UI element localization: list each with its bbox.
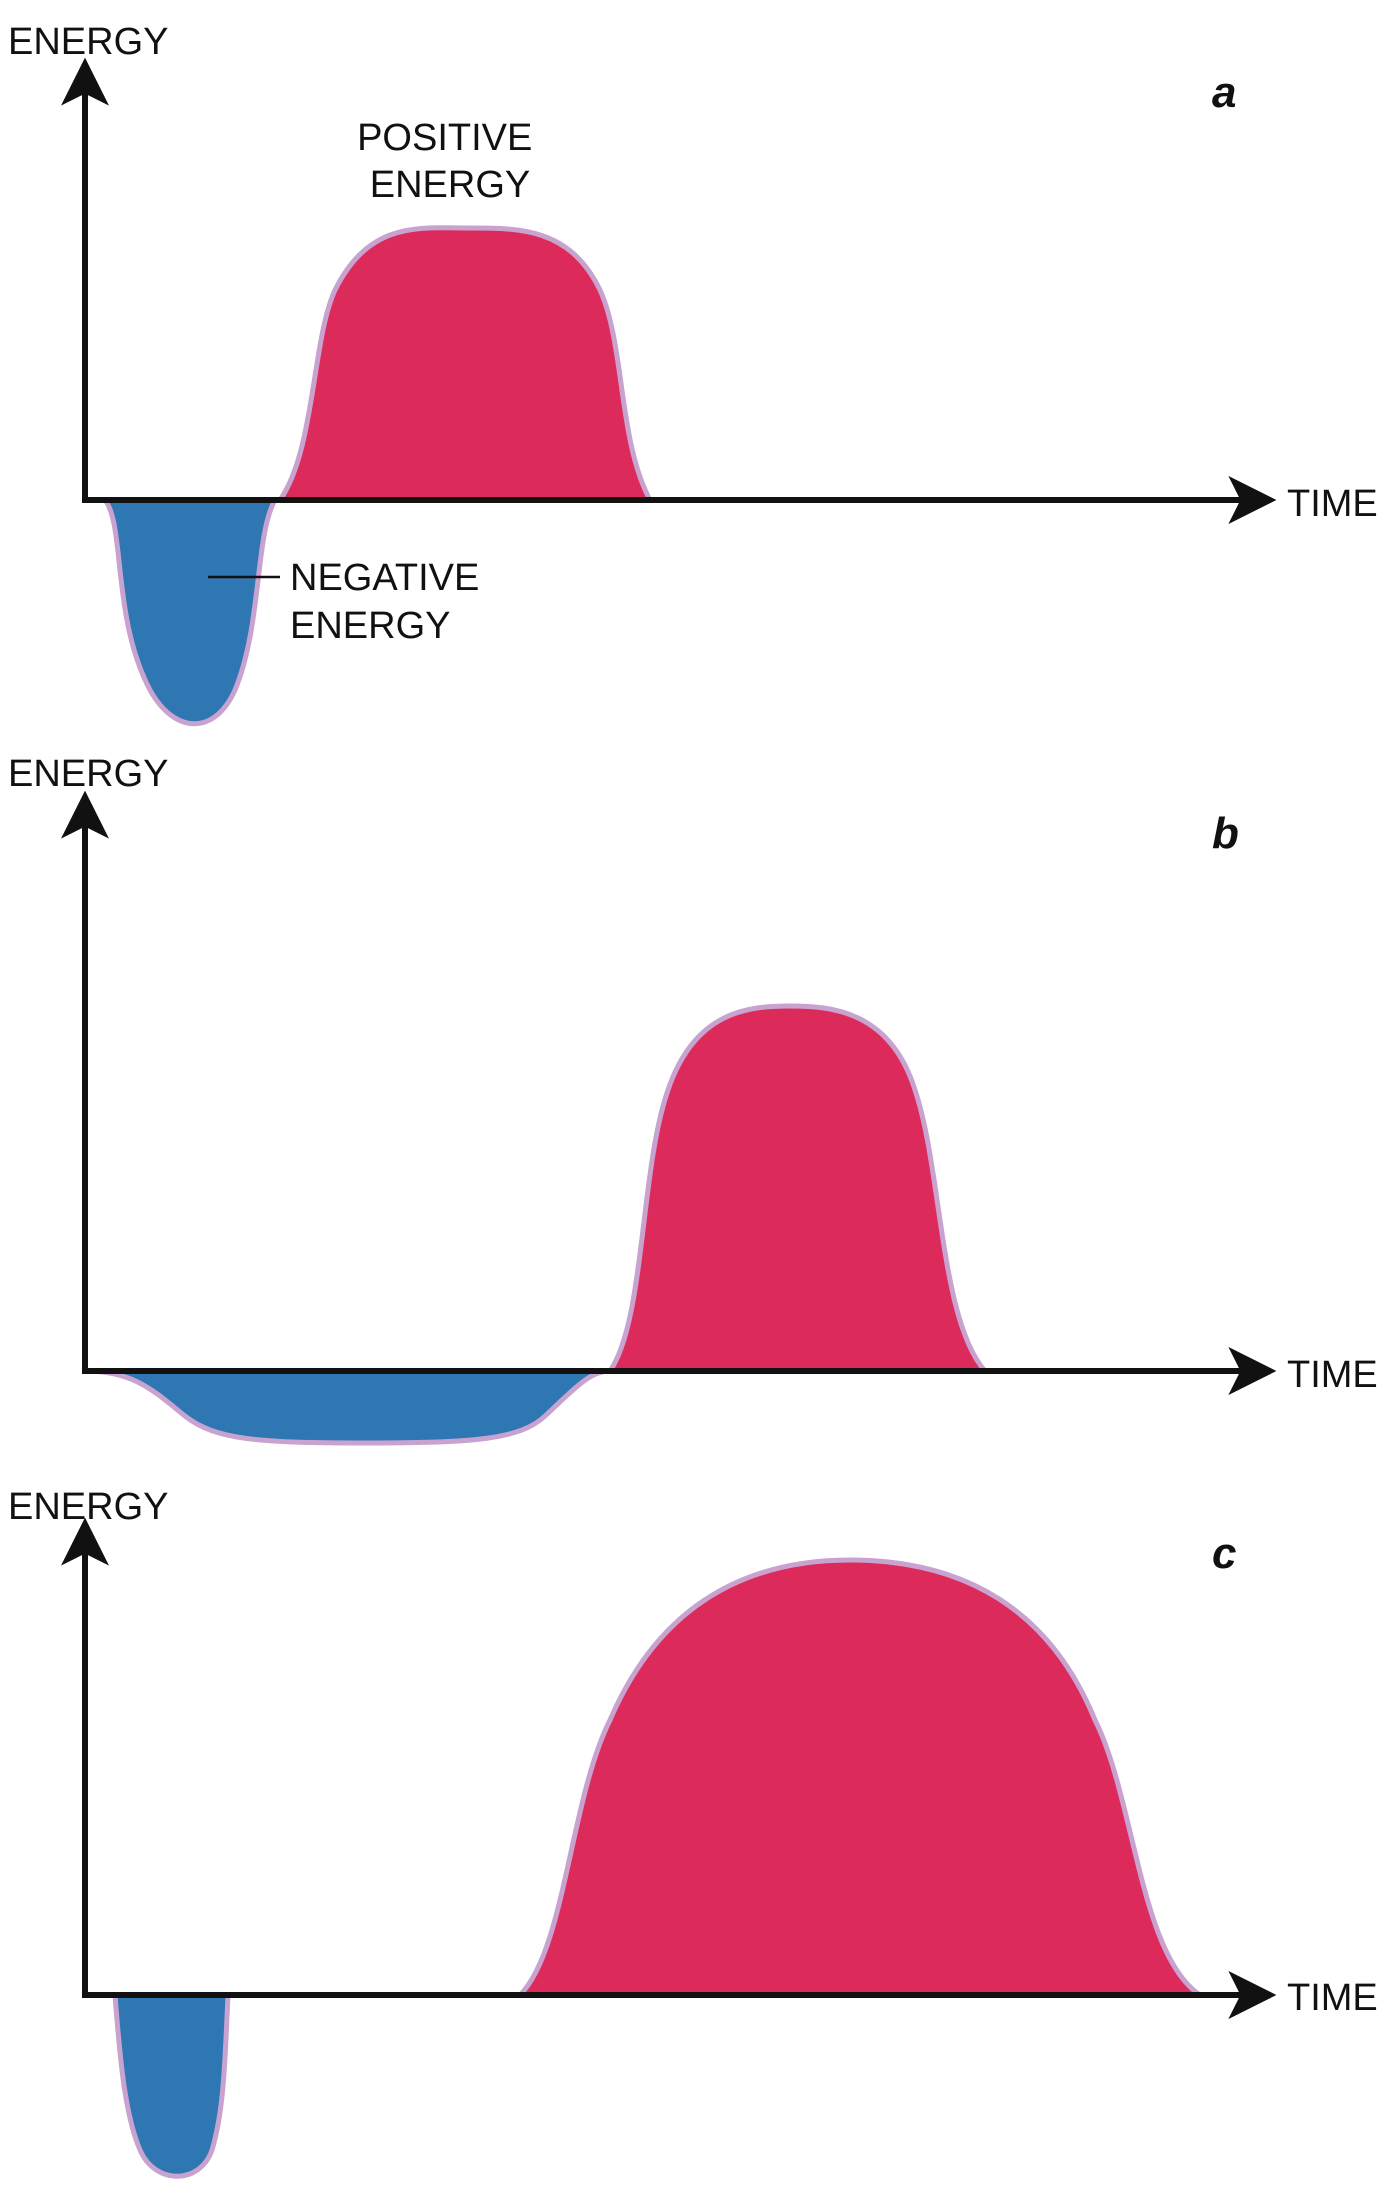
panel-c-x-axis-label: TIME xyxy=(1287,1977,1378,2019)
panel-b-negative-energy-pulse xyxy=(84,1368,611,1446)
positive-energy-label: POSITIVE ENERGY xyxy=(357,117,543,206)
panel-b-letter: b xyxy=(1212,809,1239,858)
panel-c: ENERGY TIME c xyxy=(8,1486,1378,2179)
panel-b-y-axis-label: ENERGY xyxy=(8,753,168,795)
panel-b-positive-energy-pulse xyxy=(605,1003,991,1374)
panel-c-positive-energy-pulse xyxy=(513,1557,1209,1998)
panel-b-x-axis-label: TIME xyxy=(1287,1354,1378,1396)
panel-a: ENERGY TIME a POSITIVE ENERGY NEGATIVE E… xyxy=(8,21,1378,727)
panel-c-letter: c xyxy=(1212,1529,1236,1578)
panel-a-positive-energy-pulse xyxy=(275,225,655,503)
panel-a-negative-energy-pulse xyxy=(99,497,280,727)
panel-a-y-axis-label: ENERGY xyxy=(8,21,168,63)
panel-a-x-axis-label: TIME xyxy=(1287,483,1378,525)
panel-c-negative-energy-pulse xyxy=(112,1992,231,2179)
panel-a-letter: a xyxy=(1212,68,1236,117)
panel-b: ENERGY TIME b xyxy=(8,753,1378,1446)
negative-energy-label: NEGATIVE ENERGY xyxy=(290,557,490,647)
panel-c-y-axis-label: ENERGY xyxy=(8,1486,168,1528)
